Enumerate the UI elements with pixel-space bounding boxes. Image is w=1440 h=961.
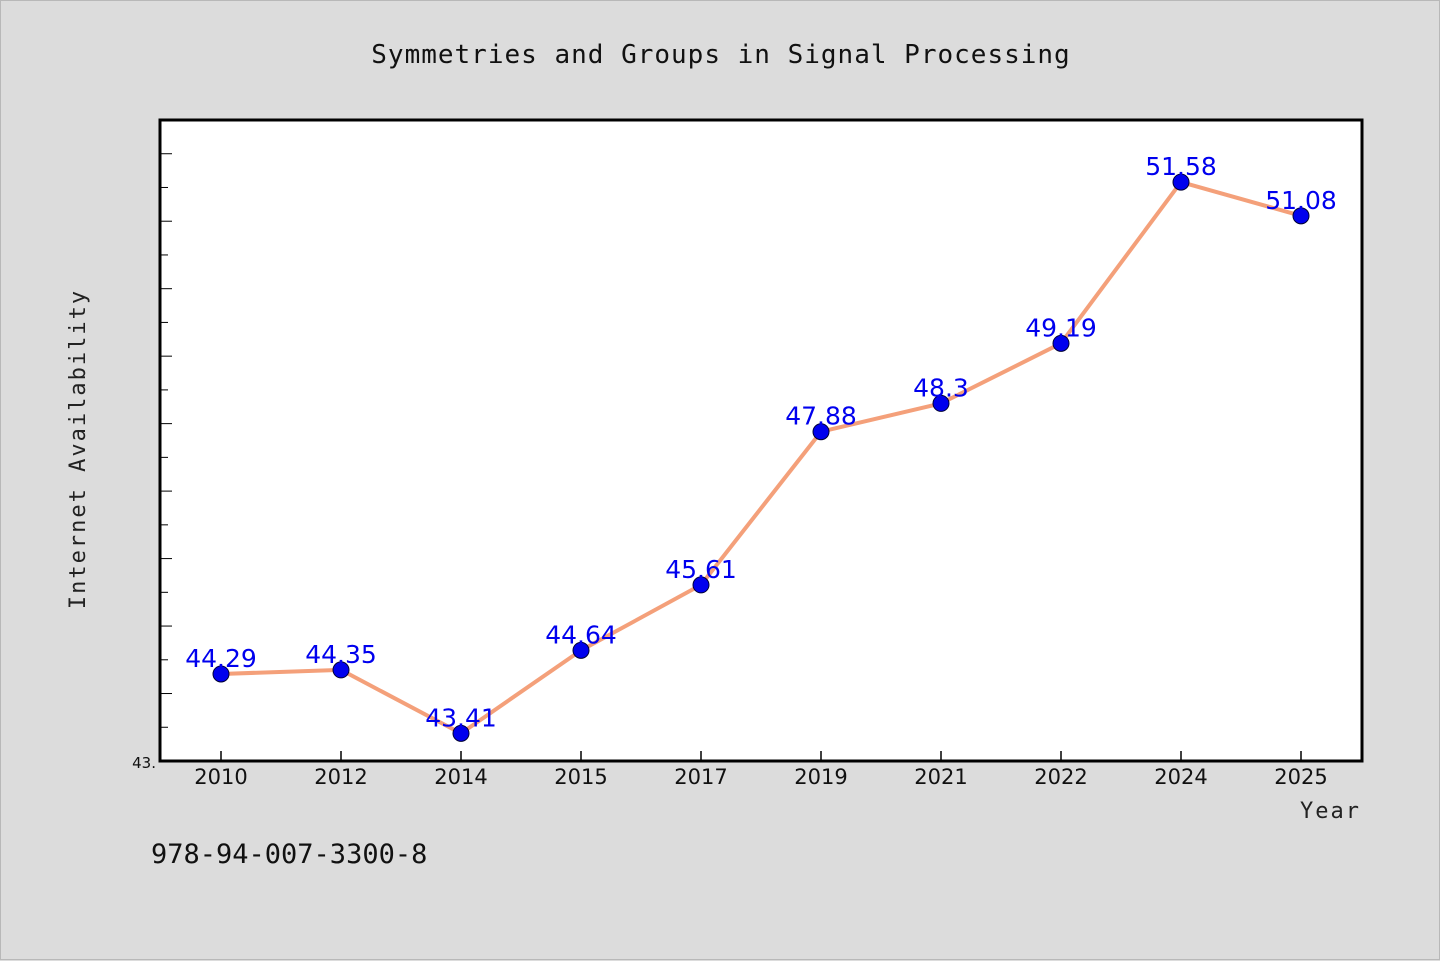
data-point — [452, 724, 470, 742]
x-axis-ticks — [220, 751, 1302, 761]
data-label: 43.41 — [425, 703, 497, 732]
x-tick-label: 2010 — [194, 765, 247, 789]
data-point — [692, 576, 710, 594]
x-tick-label: 2017 — [674, 765, 727, 789]
series-line — [220, 180, 1302, 736]
data-point — [1172, 173, 1190, 191]
x-axis-label: Year — [1300, 799, 1361, 824]
data-labels: 44.29 44.35 43.41 44.64 45.61 47.88 48.3 49.19 5… — [185, 152, 1337, 732]
data-label: 45.61 — [665, 555, 737, 584]
x-tick-label: 2015 — [554, 765, 607, 789]
data-point — [812, 423, 830, 441]
x-tick-label: 2022 — [1034, 765, 1087, 789]
data-label: 44.35 — [305, 640, 377, 669]
x-tick-label: 2025 — [1274, 765, 1327, 789]
x-tick-label: 2019 — [794, 765, 847, 789]
x-tick-label: 2024 — [1154, 765, 1207, 789]
data-label: 51.58 — [1145, 152, 1217, 181]
data-label: 48.3 — [913, 373, 969, 402]
data-label: 49.19 — [1025, 313, 1097, 342]
data-label: 44.64 — [545, 620, 617, 649]
data-markers — [212, 173, 1310, 742]
data-label: 51.08 — [1265, 186, 1337, 215]
data-point — [572, 641, 590, 659]
y-tick-label: 43. — [132, 754, 156, 772]
data-point — [1052, 334, 1070, 352]
data-point — [332, 661, 350, 679]
data-point — [1292, 207, 1310, 225]
plot-area — [158, 118, 1364, 763]
y-axis-ticks — [160, 119, 172, 762]
chart-title: Symmetries and Groups in Signal Processi… — [371, 40, 1070, 70]
footer-isbn: 978-94-007-3300-8 — [151, 839, 427, 870]
data-point — [212, 665, 230, 683]
x-tick-label: 2012 — [314, 765, 367, 789]
data-point — [932, 394, 950, 412]
x-tick-label: 2014 — [434, 765, 487, 789]
x-tick-label: 2021 — [914, 765, 967, 789]
x-tick-labels: 2010 2012 2014 2015 2017 2019 2021 2022 2024 2025 — [194, 765, 1327, 789]
y-axis-label: Internet Availability — [66, 289, 91, 609]
data-label: 44.29 — [185, 644, 257, 673]
data-label: 47.88 — [785, 402, 857, 431]
